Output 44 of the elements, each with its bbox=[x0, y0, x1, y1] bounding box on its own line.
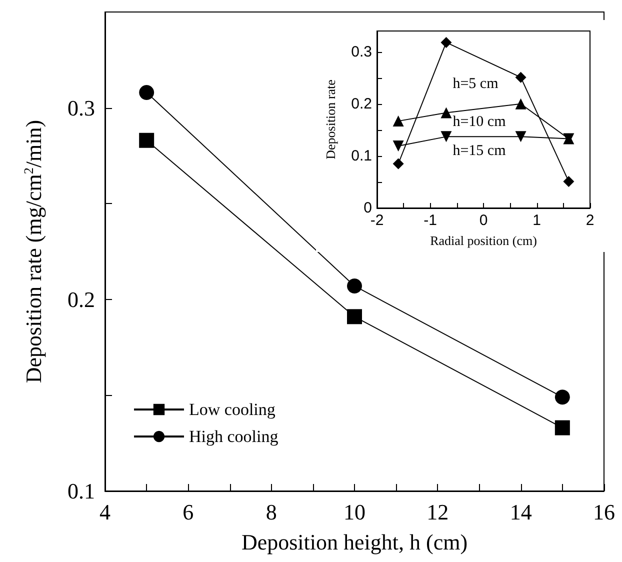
point bbox=[392, 158, 404, 170]
y-tick-label: 0 bbox=[364, 200, 372, 216]
point bbox=[440, 131, 452, 142]
point bbox=[139, 132, 154, 148]
point bbox=[392, 116, 404, 127]
point bbox=[347, 309, 362, 324]
x-tick-label: 16 bbox=[593, 500, 615, 524]
point bbox=[515, 98, 526, 110]
x-tick-label: 14 bbox=[510, 500, 532, 524]
y-tick-label: 0.2 bbox=[68, 286, 95, 312]
y-tick-label: 0.3 bbox=[351, 43, 372, 60]
x-tick-label: -2 bbox=[370, 212, 384, 229]
y-tick-label: 0.2 bbox=[351, 95, 372, 112]
point bbox=[139, 84, 154, 100]
point bbox=[440, 36, 452, 48]
y-tick-label: 0.1 bbox=[351, 147, 372, 164]
x-tick-label: 0 bbox=[479, 212, 488, 229]
legend-label: High cooling bbox=[189, 427, 279, 446]
y-tick-label: 0.3 bbox=[68, 95, 95, 120]
x-tick-label: 1 bbox=[532, 212, 541, 229]
point bbox=[554, 420, 570, 436]
legend-label: Low cooling bbox=[189, 400, 276, 419]
y-axis-title: Deposition rate (mg/cm2/min) bbox=[21, 120, 46, 384]
point bbox=[554, 390, 570, 405]
x-tick-label: 10 bbox=[344, 500, 366, 524]
series-label: h=5 cm bbox=[452, 76, 499, 92]
point bbox=[440, 107, 452, 118]
x-axis-title: Deposition height, h (cm) bbox=[241, 530, 468, 554]
point bbox=[515, 72, 526, 83]
x-tick-label: 6 bbox=[182, 500, 194, 524]
x-axis-title: Radial position (cm) bbox=[430, 233, 537, 248]
x-tick-label: 4 bbox=[100, 500, 110, 524]
point bbox=[515, 131, 526, 142]
point bbox=[563, 176, 574, 187]
x-tick-label: 8 bbox=[266, 500, 277, 524]
point bbox=[392, 140, 404, 152]
series-label: h=15 cm bbox=[452, 143, 506, 160]
x-tick-label: 2 bbox=[586, 212, 594, 229]
y-axis-title: Deposition rate bbox=[323, 79, 338, 160]
x-tick-label: -1 bbox=[424, 212, 437, 229]
x-tick-label: 12 bbox=[426, 500, 449, 524]
y-tick-label: 0.1 bbox=[68, 478, 95, 504]
series-label: h=10 cm bbox=[452, 114, 506, 130]
point bbox=[347, 278, 362, 294]
